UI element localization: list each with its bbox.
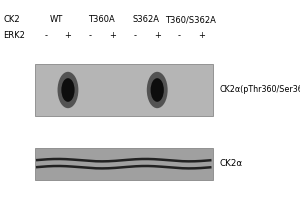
- Ellipse shape: [58, 72, 78, 108]
- Text: CK2: CK2: [3, 16, 20, 24]
- Text: ERK2: ERK2: [3, 31, 25, 40]
- Text: -: -: [89, 31, 92, 40]
- Bar: [34, 148, 213, 180]
- Text: +: +: [198, 31, 205, 40]
- Text: T360/S362A: T360/S362A: [165, 16, 216, 24]
- Text: -: -: [134, 31, 136, 40]
- Text: T360A: T360A: [88, 16, 115, 24]
- Text: +: +: [64, 31, 71, 40]
- Text: -: -: [44, 31, 47, 40]
- Text: CK2α(pThr360/Ser362): CK2α(pThr360/Ser362): [219, 85, 300, 94]
- Bar: [34, 64, 213, 116]
- Text: +: +: [109, 31, 116, 40]
- Ellipse shape: [61, 78, 75, 102]
- Text: +: +: [154, 31, 161, 40]
- Ellipse shape: [147, 72, 168, 108]
- Text: -: -: [178, 31, 181, 40]
- Text: S362A: S362A: [133, 16, 160, 24]
- Text: CK2α: CK2α: [219, 160, 242, 168]
- Text: WT: WT: [50, 16, 63, 24]
- Ellipse shape: [151, 78, 164, 102]
